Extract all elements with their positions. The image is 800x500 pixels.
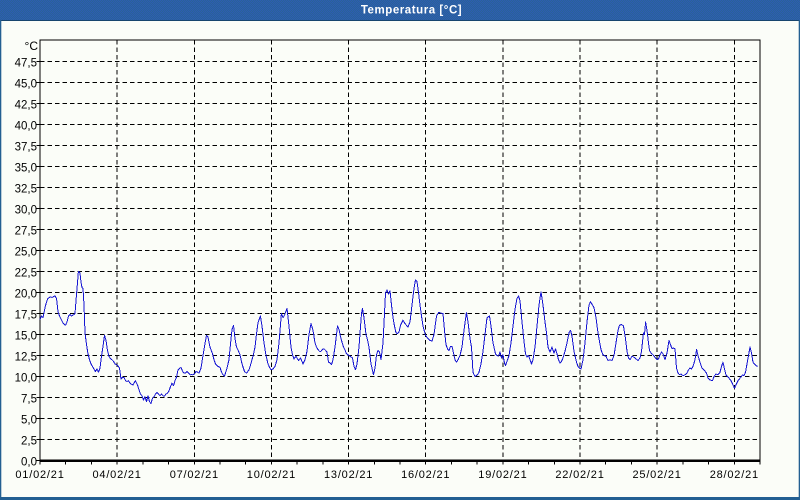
svg-text:2,5: 2,5 [21, 436, 37, 448]
svg-text:10,0: 10,0 [15, 373, 37, 385]
svg-text:27,5: 27,5 [15, 226, 37, 238]
svg-text:47,5: 47,5 [15, 58, 37, 70]
svg-text:20,0: 20,0 [15, 289, 37, 301]
svg-text:32,5: 32,5 [15, 184, 37, 196]
svg-text:0,0: 0,0 [21, 457, 37, 469]
svg-text:30,0: 30,0 [15, 205, 37, 217]
svg-text:15,0: 15,0 [15, 331, 37, 343]
svg-text:42,5: 42,5 [15, 100, 37, 112]
svg-text:35,0: 35,0 [15, 163, 37, 175]
svg-text:17,5: 17,5 [15, 310, 37, 322]
svg-text:7,5: 7,5 [21, 394, 37, 406]
svg-text:22,5: 22,5 [15, 268, 37, 280]
svg-text:28/02/21: 28/02/21 [710, 469, 759, 481]
svg-text:°C: °C [25, 39, 39, 53]
svg-text:40,0: 40,0 [15, 121, 37, 133]
svg-text:5,0: 5,0 [21, 415, 37, 427]
svg-text:01/02/21: 01/02/21 [15, 469, 64, 481]
svg-text:13/02/21: 13/02/21 [324, 469, 373, 481]
svg-text:37,5: 37,5 [15, 142, 37, 154]
svg-text:07/02/21: 07/02/21 [170, 469, 219, 481]
svg-text:16/02/21: 16/02/21 [401, 469, 450, 481]
svg-text:45,0: 45,0 [15, 79, 37, 91]
svg-text:04/02/21: 04/02/21 [92, 469, 141, 481]
svg-text:19/02/21: 19/02/21 [478, 469, 527, 481]
svg-text:12,5: 12,5 [15, 352, 37, 364]
svg-text:Temperatura [°C]: Temperatura [°C] [361, 4, 462, 16]
svg-text:22/02/21: 22/02/21 [555, 469, 604, 481]
svg-text:10/02/21: 10/02/21 [247, 469, 296, 481]
svg-text:25/02/21: 25/02/21 [632, 469, 681, 481]
svg-text:25,0: 25,0 [15, 247, 37, 259]
